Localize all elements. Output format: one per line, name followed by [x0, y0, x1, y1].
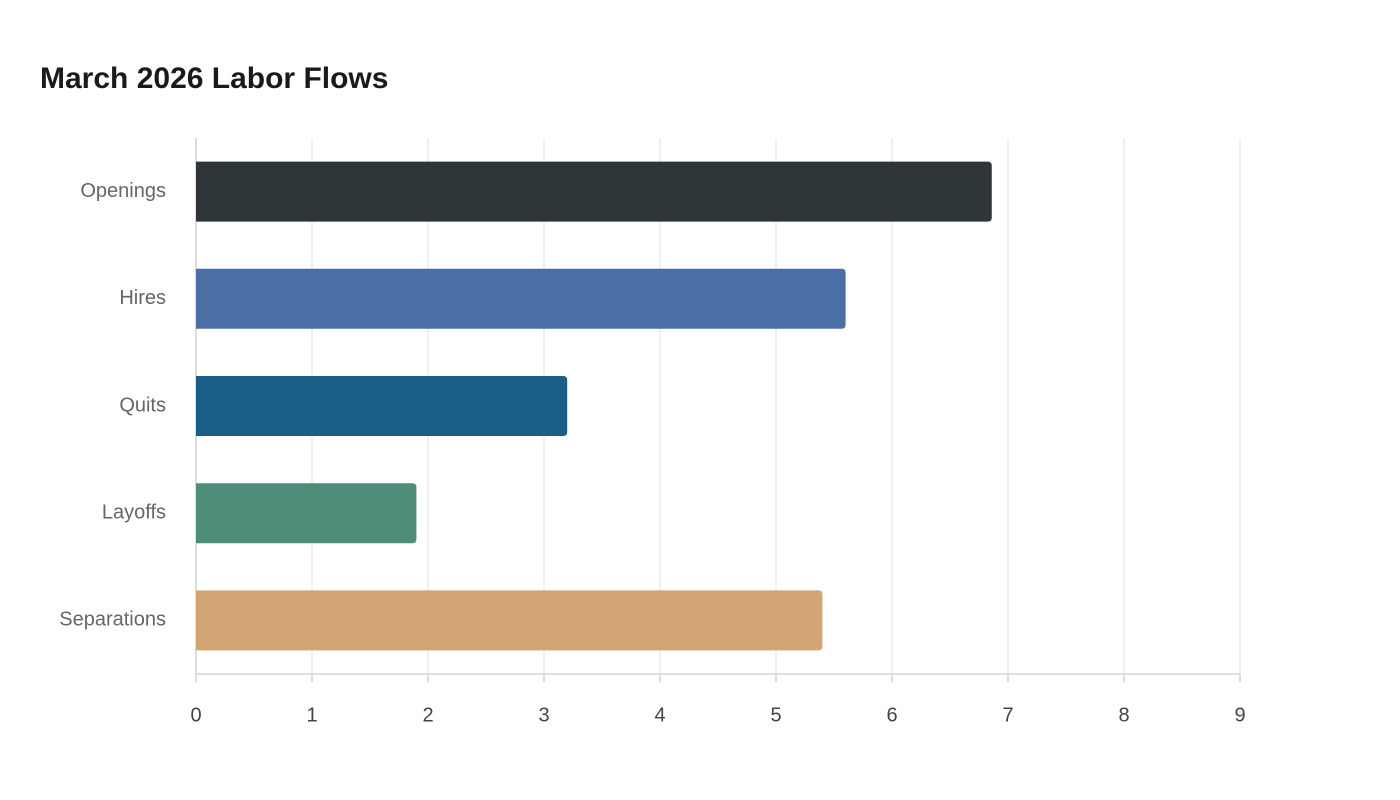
- y-tick-label: Layoffs: [102, 501, 166, 523]
- bar: [196, 483, 417, 544]
- bar: [196, 376, 568, 436]
- y-tick-label: Separations: [59, 609, 166, 631]
- x-tick-label: 8: [1118, 704, 1129, 726]
- x-tick-label: 3: [538, 704, 549, 726]
- y-tick-label: Hires: [119, 287, 166, 309]
- x-tick-label: 1: [306, 704, 317, 726]
- x-tick-label: 6: [886, 704, 897, 726]
- chart-title: March 2026 Labor Flows: [40, 62, 388, 95]
- x-tick-label: 5: [770, 704, 781, 726]
- bar: [196, 161, 992, 222]
- x-tick-label: 4: [654, 704, 665, 726]
- x-tick-label: 9: [1234, 704, 1245, 726]
- bar: [196, 268, 846, 329]
- x-tick-label: 2: [422, 704, 433, 726]
- x-tick-label: 7: [1002, 704, 1013, 726]
- bar: [196, 590, 823, 651]
- x-tick-label: 0: [190, 704, 201, 726]
- y-tick-label: Quits: [119, 394, 166, 416]
- y-tick-label: Openings: [80, 180, 166, 202]
